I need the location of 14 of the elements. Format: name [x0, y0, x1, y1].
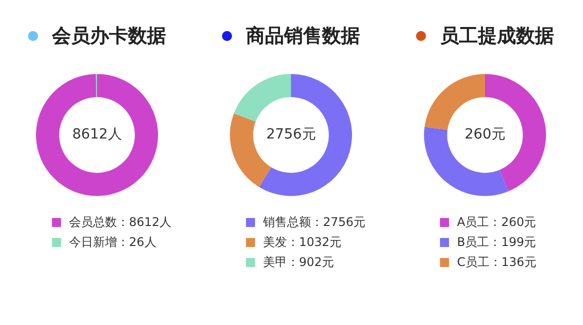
chart-title: 商品销售数据	[246, 24, 360, 49]
text: 2756元	[266, 126, 316, 143]
text: 260元	[464, 126, 506, 143]
legend-label: 销售总额：2756元	[263, 214, 366, 230]
chart-title: 会员办卡数据	[52, 24, 166, 49]
chart-title: 员工提成数据	[440, 24, 554, 49]
legend-label: 美甲：902元	[263, 254, 334, 270]
legend-label: 美发：1032元	[263, 234, 342, 250]
legend-label: B员工：199元	[457, 234, 536, 250]
legend-label: 会员总数：8612人	[69, 214, 172, 230]
legend-label: C员工：136元	[457, 254, 536, 270]
text: 8612人	[72, 126, 122, 143]
legend-label: 今日新增：26人	[69, 234, 156, 250]
legend-label: A员工：260元	[457, 214, 536, 230]
